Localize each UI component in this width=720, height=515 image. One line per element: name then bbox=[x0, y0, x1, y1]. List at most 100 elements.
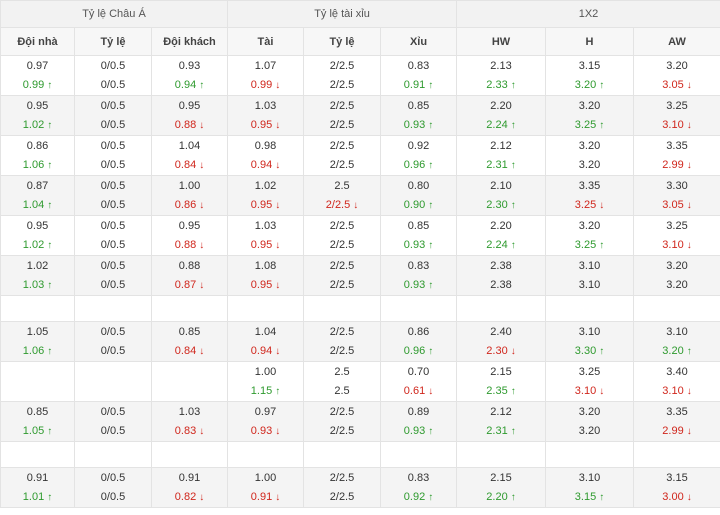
cell-home: 0.95 1.02 ↑ bbox=[0, 95, 75, 136]
odds-value: 1.04 bbox=[22, 198, 45, 211]
odds-value: 2/2.5 bbox=[329, 471, 355, 484]
arrow-up-icon: ↑ bbox=[428, 119, 434, 131]
current-odds: 0/0.5 bbox=[75, 488, 151, 507]
table-row bbox=[0, 441, 720, 468]
cell-draw: 3.20 3.20 bbox=[545, 401, 635, 442]
current-odds: 3.05 ↓ bbox=[634, 196, 720, 215]
cell-away-win: 3.25 3.10 ↓ bbox=[633, 95, 720, 136]
arrow-up-icon: ↑ bbox=[47, 279, 53, 291]
odds-value: 3.10 bbox=[574, 384, 597, 397]
opening-odds: 0.88 bbox=[152, 257, 227, 276]
odds-value: 2.24 bbox=[486, 118, 508, 131]
arrow-up-icon: ↑ bbox=[510, 385, 516, 397]
odds-value: 3.10 bbox=[578, 471, 601, 484]
odds-value: 0.92 bbox=[407, 139, 430, 152]
cell-over: 0.97 0.93 ↓ bbox=[227, 401, 304, 442]
current-odds: 0.86 ↓ bbox=[152, 196, 227, 215]
cell-under: 0.83 0.93 ↑ bbox=[379, 255, 458, 296]
odds-value: 0.61 bbox=[403, 384, 426, 397]
opening-odds: 2/2.5 bbox=[304, 323, 380, 342]
odds-value: 3.25 bbox=[574, 238, 597, 251]
cell-home-win: 2.20 2.24 ↑ bbox=[456, 95, 547, 136]
cell-away: 0.88 0.87 ↓ bbox=[151, 255, 228, 296]
odds-value: 1.08 bbox=[254, 259, 277, 272]
cell-away: 0.91 0.82 ↓ bbox=[151, 467, 228, 508]
arrow-down-icon: ↓ bbox=[199, 425, 205, 437]
table-row: 0.95 1.02 ↑ 0/0.5 0/0.5 0.95 0.88 ↓ 1.03 0.95 ↓ 2/2… bbox=[0, 95, 720, 136]
arrow-down-icon: ↓ bbox=[686, 119, 692, 131]
arrow-down-icon: ↓ bbox=[686, 159, 692, 171]
opening-odds: 0.85 bbox=[381, 217, 456, 236]
current-odds: 0/0.5 bbox=[75, 276, 151, 295]
odds-value: 0.84 bbox=[174, 158, 197, 171]
cell-home-win bbox=[456, 295, 547, 322]
cell-over: 1.00 1.15 ↑ bbox=[227, 361, 304, 402]
opening-odds: 3.15 bbox=[634, 469, 720, 488]
opening-odds: 0/0.5 bbox=[75, 177, 151, 196]
odds-value: 0.93 bbox=[403, 238, 426, 251]
current-odds: 0.93 ↑ bbox=[381, 422, 456, 441]
cell-draw: 3.15 3.20 ↑ bbox=[545, 55, 635, 96]
cell-over: 0.98 0.94 ↓ bbox=[227, 135, 304, 176]
odds-value: 0.95 bbox=[250, 278, 273, 291]
odds-value: 2.12 bbox=[490, 405, 512, 418]
odds-value: 3.20 bbox=[578, 99, 601, 112]
odds-value: 0.83 bbox=[407, 259, 430, 272]
odds-value: 3.30 bbox=[574, 344, 597, 357]
current-odds: 2.24 ↑ bbox=[457, 236, 545, 255]
odds-value: 0.93 bbox=[403, 424, 426, 437]
current-odds: 2.99 ↓ bbox=[634, 156, 720, 175]
arrow-down-icon: ↓ bbox=[199, 345, 205, 357]
cell-line: 2.5 2.5 bbox=[303, 361, 381, 402]
arrow-up-icon: ↑ bbox=[510, 159, 516, 171]
current-odds: 0/0.5 bbox=[75, 156, 151, 175]
current-odds: 1.02 ↑ bbox=[1, 236, 74, 255]
odds-value: 2/2.5 bbox=[329, 158, 355, 171]
odds-value: 2.38 bbox=[490, 259, 512, 272]
odds-value: 2.15 bbox=[490, 365, 512, 378]
odds-value: 2.13 bbox=[490, 59, 512, 72]
cell-over: 1.08 0.95 ↓ bbox=[227, 255, 304, 296]
current-odds: 3.10 bbox=[546, 276, 633, 295]
odds-value: 0/0.5 bbox=[100, 344, 126, 357]
current-odds: 2.20 ↑ bbox=[457, 488, 545, 507]
current-odds: 0.88 ↓ bbox=[152, 236, 227, 255]
cell-away-win: 3.20 3.05 ↓ bbox=[633, 55, 720, 96]
odds-value: 1.03 bbox=[178, 405, 201, 418]
odds-value: 0/0.5 bbox=[100, 259, 126, 272]
odds-value: 1.15 bbox=[250, 384, 273, 397]
odds-value: 0.85 bbox=[407, 99, 430, 112]
opening-odds: 2/2.5 bbox=[304, 217, 380, 236]
opening-odds: 3.35 bbox=[634, 137, 720, 156]
odds-value: 3.20 bbox=[666, 259, 688, 272]
cell-away bbox=[151, 361, 228, 402]
cell-line bbox=[303, 441, 381, 468]
arrow-up-icon: ↑ bbox=[428, 491, 434, 503]
current-odds: 2.35 ↑ bbox=[457, 382, 545, 401]
odds-value: 1.00 bbox=[254, 365, 277, 378]
opening-odds: 2.15 bbox=[457, 363, 545, 382]
current-odds: 2/2.5 bbox=[304, 116, 380, 135]
odds-value: 0.88 bbox=[178, 259, 201, 272]
odds-value: 3.20 bbox=[578, 405, 601, 418]
opening-odds: 0.95 bbox=[152, 97, 227, 116]
cell-handicap bbox=[74, 361, 152, 402]
arrow-down-icon: ↓ bbox=[599, 385, 605, 397]
current-odds: 0/0.5 bbox=[75, 76, 151, 95]
cell-over: 1.03 0.95 ↓ bbox=[227, 215, 304, 256]
col-home-win: HW bbox=[456, 27, 547, 56]
group-header-row: Tỷ lệ Châu Á Tỷ lệ tài xỉu 1X2 bbox=[0, 0, 720, 28]
arrow-up-icon: ↑ bbox=[47, 425, 53, 437]
arrow-up-icon: ↑ bbox=[428, 279, 434, 291]
opening-odds: 0.95 bbox=[1, 217, 74, 236]
cell-home: 0.91 1.01 ↑ bbox=[0, 467, 75, 508]
arrow-up-icon: ↑ bbox=[47, 79, 53, 91]
current-odds: 0/0.5 bbox=[75, 236, 151, 255]
cell-away-win: 3.40 3.10 ↓ bbox=[633, 361, 720, 402]
odds-value: 0.99 bbox=[22, 78, 45, 91]
odds-value: 2/2.5 bbox=[325, 198, 351, 211]
current-odds: 0.83 ↓ bbox=[152, 422, 227, 441]
col-away-win: AW bbox=[633, 27, 720, 56]
arrow-down-icon: ↓ bbox=[686, 385, 692, 397]
table-row: 0.85 1.05 ↑ 0/0.5 0/0.5 1.03 0.83 ↓ 0.97 0.93 ↓ 2/2… bbox=[0, 401, 720, 442]
